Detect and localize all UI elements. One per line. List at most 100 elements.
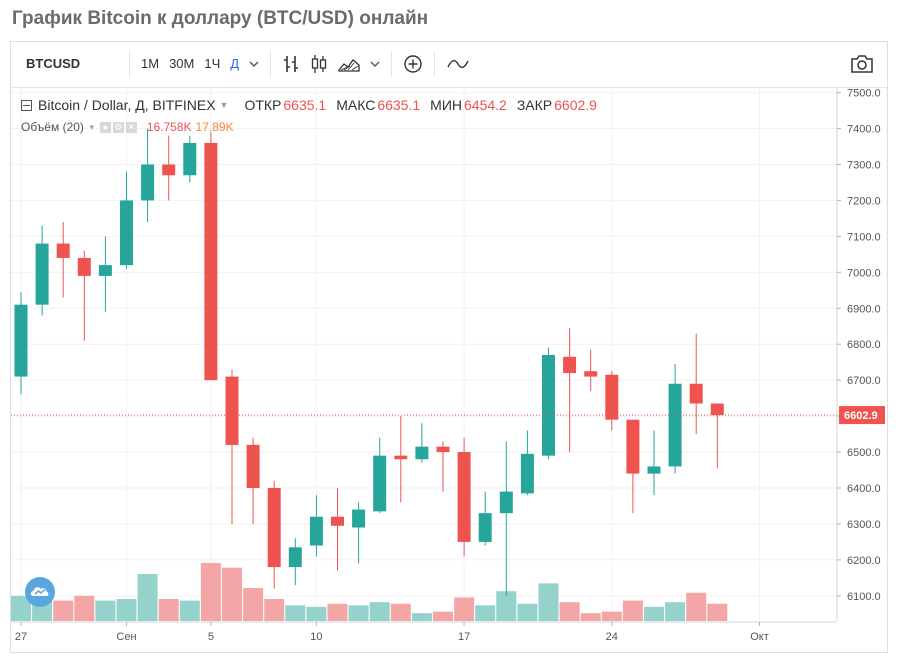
chevron-down-icon bbox=[249, 61, 259, 67]
candle-body bbox=[520, 453, 534, 494]
toolbar-divider bbox=[270, 51, 272, 77]
candle-body bbox=[668, 383, 682, 467]
candle-body bbox=[120, 200, 133, 266]
volume-bar bbox=[601, 611, 622, 621]
volume-bar bbox=[390, 603, 411, 621]
time-tick-label: Окт bbox=[750, 631, 769, 643]
volume-bar bbox=[116, 599, 137, 621]
candle-body bbox=[309, 516, 323, 546]
volume-bar bbox=[538, 583, 559, 621]
price-tick-label: 7100.0 bbox=[847, 231, 881, 243]
candle-body bbox=[331, 516, 344, 526]
time-axis-background bbox=[11, 621, 887, 652]
interval-1m-button[interactable]: 1М bbox=[141, 56, 160, 71]
candle-body bbox=[373, 455, 387, 512]
compare-icon bbox=[284, 56, 299, 72]
price-tick-label: 7300.0 bbox=[847, 159, 881, 171]
price-tick-label: 6200.0 bbox=[847, 555, 881, 567]
price-tick-label: 6100.0 bbox=[847, 591, 881, 603]
indicators-plus-icon bbox=[404, 55, 422, 73]
low-value: 6454.2 bbox=[464, 97, 507, 113]
volume-bar bbox=[707, 603, 728, 621]
high-label: МАКС bbox=[336, 97, 376, 113]
interval-day-button[interactable]: Д bbox=[230, 56, 240, 71]
collapse-icon[interactable] bbox=[21, 99, 32, 111]
volume-legend: Объём (20) ▼ ● ⚙ ✕ 16.758K 17.89K bbox=[21, 120, 234, 134]
candle-body bbox=[605, 374, 619, 420]
high-value: 6635.1 bbox=[377, 97, 421, 113]
price-tick-label: 7200.0 bbox=[847, 195, 881, 207]
toolbar-divider bbox=[434, 51, 436, 77]
volume-bar bbox=[475, 605, 496, 621]
templates-button[interactable] bbox=[441, 47, 475, 81]
time-tick-label: 5 bbox=[208, 631, 214, 643]
candle-body bbox=[35, 243, 49, 305]
volume-bar bbox=[348, 605, 369, 621]
volume-bar bbox=[264, 599, 285, 621]
price-tick-label: 7000.0 bbox=[847, 267, 881, 279]
candle-body bbox=[563, 356, 577, 373]
volume-bar bbox=[327, 603, 348, 621]
time-tick-label: 17 bbox=[458, 631, 470, 643]
compare-button[interactable] bbox=[277, 47, 305, 81]
volume-bar bbox=[517, 603, 538, 621]
interval-30m-button[interactable]: 30М bbox=[169, 56, 195, 71]
snapshot-button[interactable] bbox=[849, 52, 875, 76]
volume-bar bbox=[137, 573, 158, 621]
volume-bar bbox=[665, 602, 686, 621]
candle-body bbox=[352, 509, 366, 528]
series-legend: Bitcoin / Dollar, Д, BITFINEX ▼ ОТКР 663… bbox=[21, 97, 607, 113]
interval-1h-button[interactable]: 1Ч bbox=[204, 56, 221, 71]
price-tick-label: 6900.0 bbox=[847, 303, 881, 315]
candle-body bbox=[478, 513, 492, 542]
open-label: ОТКР bbox=[244, 97, 282, 113]
time-tick-label: 10 bbox=[310, 631, 322, 643]
indicators-button[interactable] bbox=[398, 47, 428, 81]
volume-bar bbox=[622, 600, 643, 621]
candle-body bbox=[457, 452, 471, 542]
volume-bar bbox=[644, 606, 664, 621]
low-label: МИН bbox=[430, 97, 462, 113]
camera-icon bbox=[851, 55, 873, 73]
last-price-label: 6602.9 bbox=[844, 410, 878, 422]
tradingview-logo-badge[interactable] bbox=[25, 577, 55, 607]
chart-widget: BTCUSD 1М 30М 1Ч Д bbox=[10, 41, 888, 653]
volume-value-1: 16.758K bbox=[146, 120, 192, 134]
candle-body bbox=[689, 383, 703, 404]
symbol-search-button[interactable]: BTCUSD bbox=[26, 56, 81, 71]
candle-body bbox=[56, 243, 70, 258]
candle-body bbox=[267, 488, 281, 568]
price-tick-label: 6400.0 bbox=[847, 483, 881, 495]
price-tick-label: 6700.0 bbox=[847, 375, 881, 387]
volume-bar bbox=[179, 600, 200, 621]
open-value: 6635.1 bbox=[283, 97, 327, 113]
volume-bar bbox=[74, 595, 95, 621]
candle-body bbox=[98, 265, 112, 276]
settings-icon[interactable]: ⚙ bbox=[112, 121, 124, 133]
candle-body bbox=[499, 491, 513, 514]
candles-style-button[interactable] bbox=[305, 47, 333, 81]
candle-body bbox=[394, 455, 408, 460]
caret-down-icon[interactable]: ▼ bbox=[87, 122, 96, 132]
candle-body bbox=[225, 376, 239, 445]
volume-value-2: 17.89K bbox=[195, 120, 234, 134]
volume-bar bbox=[11, 595, 31, 621]
chart-style-menu-button[interactable] bbox=[365, 47, 385, 81]
area-style-button[interactable] bbox=[333, 47, 365, 81]
caret-down-icon[interactable]: ▼ bbox=[219, 100, 229, 110]
candle-body bbox=[162, 164, 176, 176]
close-label: ЗАКР bbox=[516, 97, 553, 113]
price-tick-label: 6300.0 bbox=[847, 519, 881, 531]
volume-bar bbox=[580, 613, 601, 621]
close-icon[interactable]: ✕ bbox=[125, 121, 137, 133]
volume-indicator-name[interactable]: Объём (20) bbox=[21, 120, 84, 134]
price-chart[interactable]: 6100.06200.06300.06400.06500.06600.06700… bbox=[11, 88, 887, 652]
candle-body bbox=[436, 446, 450, 453]
volume-bar bbox=[454, 597, 475, 621]
candle-body bbox=[647, 466, 661, 474]
series-name[interactable]: Bitcoin / Dollar, Д, BITFINEX bbox=[38, 97, 216, 113]
interval-menu-button[interactable] bbox=[244, 47, 264, 81]
eye-icon[interactable]: ● bbox=[99, 121, 111, 133]
volume-bar bbox=[411, 613, 432, 621]
chart-background bbox=[11, 88, 887, 652]
